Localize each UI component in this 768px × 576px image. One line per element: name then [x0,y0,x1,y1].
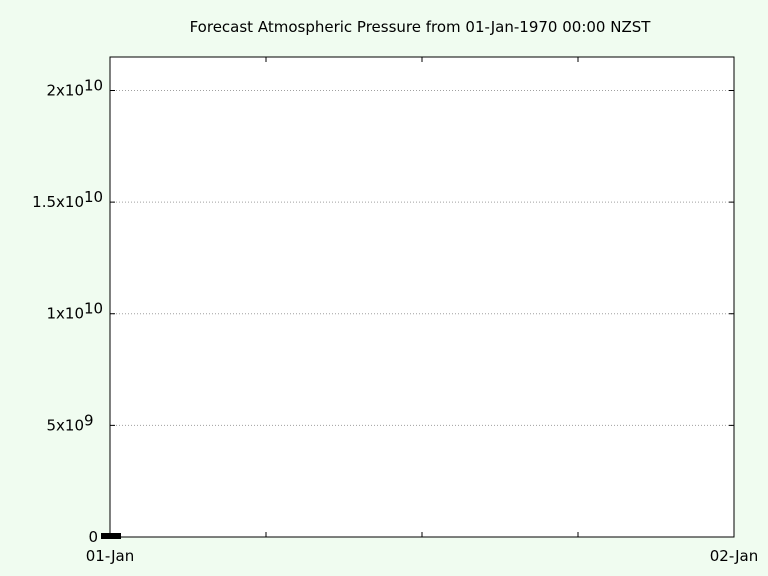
y-tick-label-3: 1.5x10 [32,193,84,211]
chart-title: Forecast Atmospheric Pressure from 01-Ja… [190,18,652,36]
origin-label-mark-2 [105,533,107,539]
x-tick-label-1: 02-Jan [710,547,758,565]
x-tick-label-0: 01-Jan [86,547,134,565]
grid-lines [110,89,734,426]
plot-frame [109,56,735,538]
y-tick-label-0: 0 [88,528,98,546]
origin-label-mark-5 [111,533,113,539]
origin-label-cluster [101,533,121,539]
x-axis-labels: 01-Jan 02-Jan [86,547,758,565]
y-tick-exponent-4: 10 [84,76,103,94]
origin-label-mark-3 [107,533,109,539]
origin-label-mark-1 [103,533,105,539]
y-tick-exponent-3: 10 [84,188,103,206]
axis-ticks [110,57,734,538]
plot-area [110,57,734,537]
y-tick-label-1: 5x10 [46,416,84,434]
origin-label-mark-6 [113,533,115,539]
origin-label-mark-0 [101,533,103,539]
origin-label-mark-7 [115,533,117,539]
y-tick-exponent-1: 9 [84,411,94,429]
origin-label-mark-9 [119,533,121,539]
y-tick-label-2: 1x10 [46,305,84,323]
y-tick-exponent-2: 10 [84,300,103,318]
origin-label-mark-8 [117,533,119,539]
y-tick-label-4: 2x10 [46,81,84,99]
